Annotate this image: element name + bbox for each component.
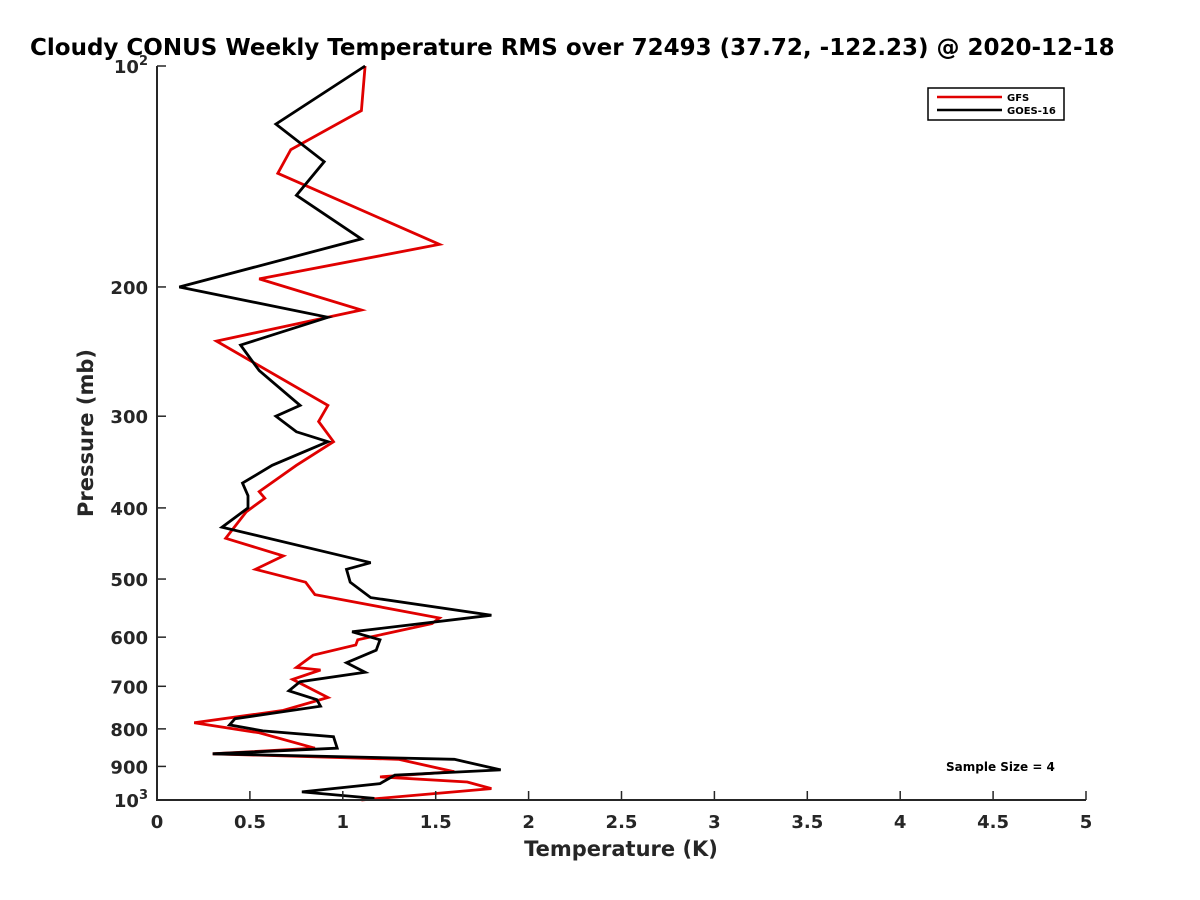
x-tick-label: 2.5	[606, 812, 638, 833]
legend-label-gfs: GFS	[1007, 93, 1029, 104]
legend-box	[927, 87, 1065, 121]
x-axis-ticks: 0 0.5 1 1.5 2 2.5 3 3.5 4 4.5 5	[151, 791, 1093, 833]
legend: GFS GOES-16	[927, 87, 1065, 121]
series-line-goes16	[178, 64, 502, 800]
y-tick-label: 900	[110, 757, 148, 778]
y-tick-label: 102	[114, 54, 148, 78]
sample-size-annotation: Sample Size = 4	[946, 760, 1055, 774]
chart-title: Cloudy CONUS Weekly Temperature RMS over…	[30, 35, 1115, 61]
y-tick-label: 103	[114, 788, 148, 812]
y-tick-label: 500	[110, 570, 148, 591]
y-tick-label: 300	[110, 407, 148, 428]
x-tick-label: 4.5	[977, 812, 1009, 833]
plot-area	[156, 64, 1086, 802]
y-tick-label: 700	[110, 677, 148, 698]
y-tick-label: 400	[110, 499, 148, 520]
legend-label-goes16: GOES-16	[1007, 106, 1056, 117]
y-tick-label: 200	[110, 278, 148, 299]
x-tick-label: 4	[894, 812, 907, 833]
x-tick-label: 1.5	[420, 812, 452, 833]
x-tick-label: 5	[1080, 812, 1093, 833]
y-axis-ticks: 102 200 300 400 500 600 700 800 900 103	[110, 54, 166, 812]
x-tick-label: 3.5	[791, 812, 823, 833]
series-layer	[178, 64, 502, 802]
y-tick-label: 600	[110, 628, 148, 649]
x-tick-label: 0.5	[234, 812, 266, 833]
x-tick-label: 1	[337, 812, 350, 833]
series-line-gfs	[193, 65, 492, 802]
y-axis-label: Pressure (mb)	[74, 349, 98, 517]
x-tick-label: 2	[522, 812, 535, 833]
x-tick-label: 0	[151, 812, 164, 833]
x-axis-label: Temperature (K)	[524, 837, 718, 861]
x-tick-label: 3	[708, 812, 721, 833]
y-tick-label: 800	[110, 720, 148, 741]
